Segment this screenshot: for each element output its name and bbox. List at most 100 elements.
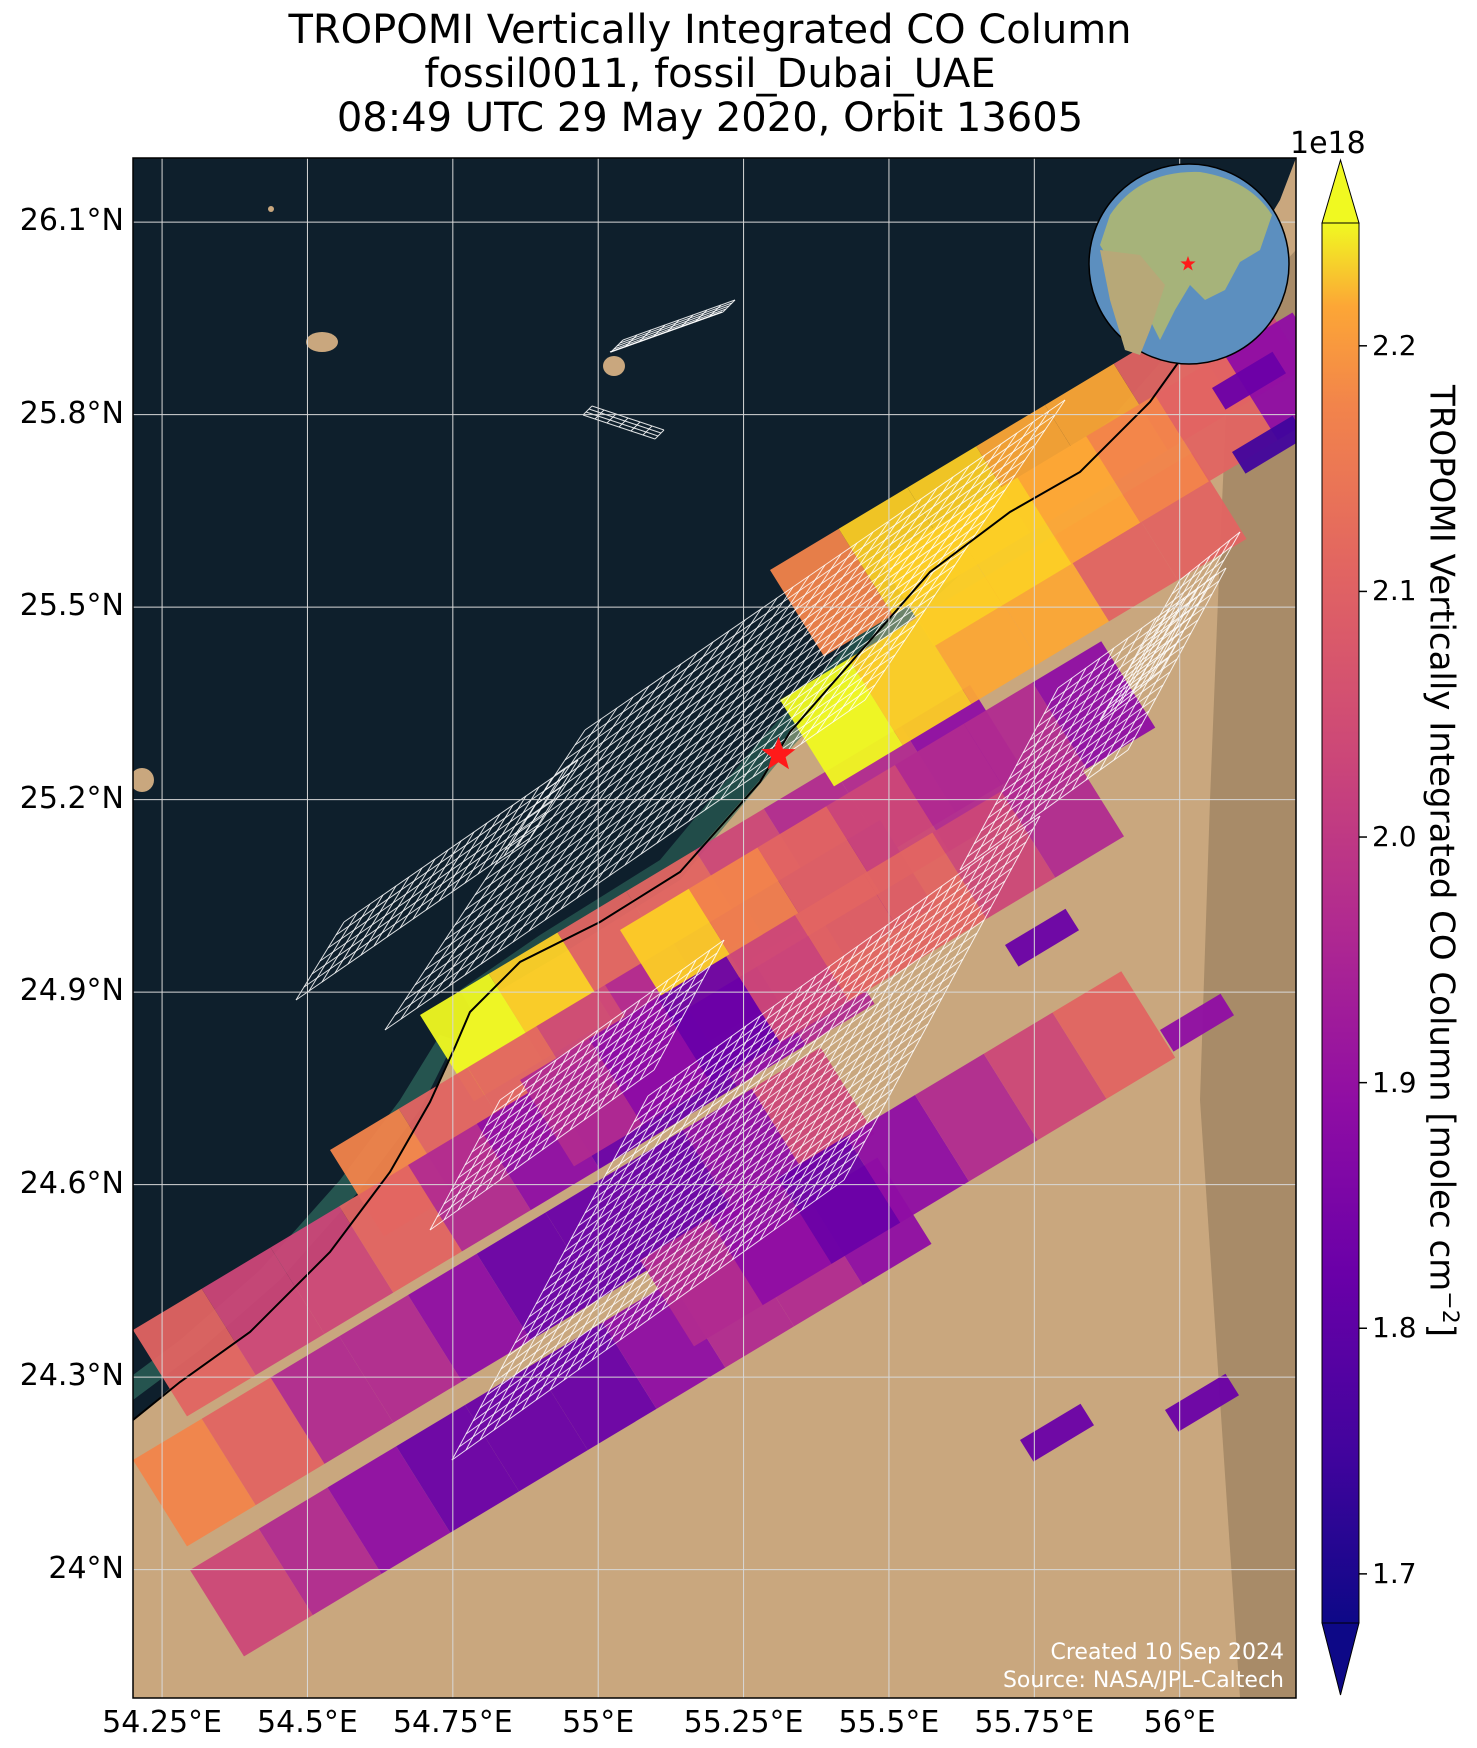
colorbar-body — [1322, 223, 1359, 1623]
grid-line — [458, 1166, 852, 1448]
co-pixel — [408, 1253, 531, 1382]
grid-line — [464, 579, 946, 911]
co-pixel — [948, 477, 1072, 606]
colorbar-multiplier: 1e18 — [1290, 126, 1366, 161]
grid-line — [1163, 559, 1225, 609]
co-pixel — [915, 1053, 1038, 1182]
grid-line — [966, 736, 1136, 858]
co-pixel — [1005, 908, 1079, 967]
co-pixel — [190, 1528, 313, 1657]
grid-line — [528, 1036, 922, 1318]
x-tick-label: 55.25°E — [683, 1705, 804, 1740]
co-pixel — [408, 1123, 531, 1252]
grid-line — [1115, 643, 1177, 693]
grid-line — [404, 669, 886, 1001]
island-4 — [268, 206, 274, 212]
co-pixels — [133, 281, 1296, 1657]
grid-line — [987, 697, 1157, 819]
mountains — [1200, 250, 1296, 1698]
grid-line — [574, 414, 1056, 746]
grid-line — [414, 654, 896, 986]
grid-line — [582, 414, 656, 440]
grid-line — [319, 798, 555, 962]
grid-line — [499, 939, 725, 1101]
grid-patch — [451, 815, 1041, 1461]
colorbar-tick-label: 2.0 — [1372, 820, 1417, 854]
grid-line — [464, 1004, 690, 1166]
grid-line — [605, 893, 999, 1175]
grid-line — [642, 425, 653, 436]
co-pixel — [476, 1082, 600, 1211]
co-pixel — [1165, 1373, 1239, 1432]
grid-line — [1155, 573, 1217, 623]
co-pixel — [396, 1405, 519, 1533]
grid-line — [457, 1017, 683, 1179]
y-tick-label: 24.9°N — [19, 973, 124, 1009]
grid-line — [472, 1140, 866, 1422]
target-star-icon — [761, 736, 796, 770]
grid-line — [450, 1030, 676, 1192]
grid-line — [563, 971, 957, 1253]
grid-patch — [1099, 531, 1241, 721]
grid-line — [647, 815, 1041, 1097]
grid-line — [494, 534, 976, 866]
colorbar-tick-label: 1.7 — [1372, 1556, 1417, 1590]
grid-line — [610, 311, 724, 353]
grid-line — [618, 417, 629, 428]
co-pixel — [270, 1206, 394, 1334]
grid-line — [591, 919, 985, 1201]
grid-line — [524, 489, 1006, 821]
grid-line — [535, 1023, 929, 1305]
grid-line — [616, 305, 730, 347]
colorbar-tick-label: 1.8 — [1372, 1311, 1417, 1345]
grid-line — [471, 991, 697, 1153]
grid-line — [295, 837, 531, 1001]
co-pixel — [270, 1336, 394, 1464]
grid-line — [544, 459, 1026, 791]
emission-grid-overlay — [295, 299, 1241, 1461]
co-pixel — [327, 1446, 451, 1574]
grid-line — [1123, 629, 1185, 679]
x-tick-label: 55°E — [562, 1705, 635, 1740]
x-tick-label: 55.75°E — [974, 1705, 1095, 1740]
colorbar-label-text: TROPOMI Vertically Integrated CO Column … — [1421, 385, 1462, 1292]
grid-line — [1171, 545, 1233, 595]
co-pixel — [708, 1177, 832, 1306]
grid-line — [980, 710, 1150, 832]
grid-line — [1015, 645, 1185, 767]
grid-line — [591, 405, 665, 431]
grid-line — [1001, 671, 1171, 793]
co-pixel — [1017, 436, 1141, 564]
grid-line — [633, 841, 1027, 1123]
inset-globe — [1088, 163, 1290, 365]
grid-line — [1131, 615, 1193, 665]
y-tick-label: 24.6°N — [19, 1165, 124, 1201]
grid-line — [564, 429, 1046, 761]
grid-line — [588, 408, 662, 434]
co-pixel — [1052, 971, 1176, 1099]
grid-line — [606, 413, 617, 424]
graticule — [133, 158, 1296, 1698]
grid-line — [500, 1088, 894, 1370]
grid-line — [436, 1056, 662, 1218]
co-pixel — [1020, 1403, 1094, 1462]
grid-line — [584, 932, 978, 1214]
grid-line — [444, 609, 926, 941]
colorbar-tick-label: 2.1 — [1372, 574, 1417, 608]
grid-line — [994, 684, 1164, 806]
grid-line — [619, 867, 1013, 1149]
co-pixel — [1212, 351, 1286, 410]
y-tick-label: 24.3°N — [19, 1358, 124, 1394]
x-tick-label: 55.5°E — [838, 1705, 940, 1740]
grid-line — [454, 594, 936, 926]
grid-line — [534, 474, 1016, 806]
map-area — [133, 158, 1296, 1698]
grid-line — [654, 429, 665, 440]
grid-line — [492, 952, 718, 1114]
colorbar-extend-min — [1321, 1622, 1360, 1696]
x-tick-label: 54.5°E — [257, 1705, 358, 1740]
grid-line — [582, 405, 593, 416]
grid-line — [514, 504, 996, 836]
co-pixel — [1086, 395, 1209, 523]
grid-line — [443, 1043, 669, 1205]
